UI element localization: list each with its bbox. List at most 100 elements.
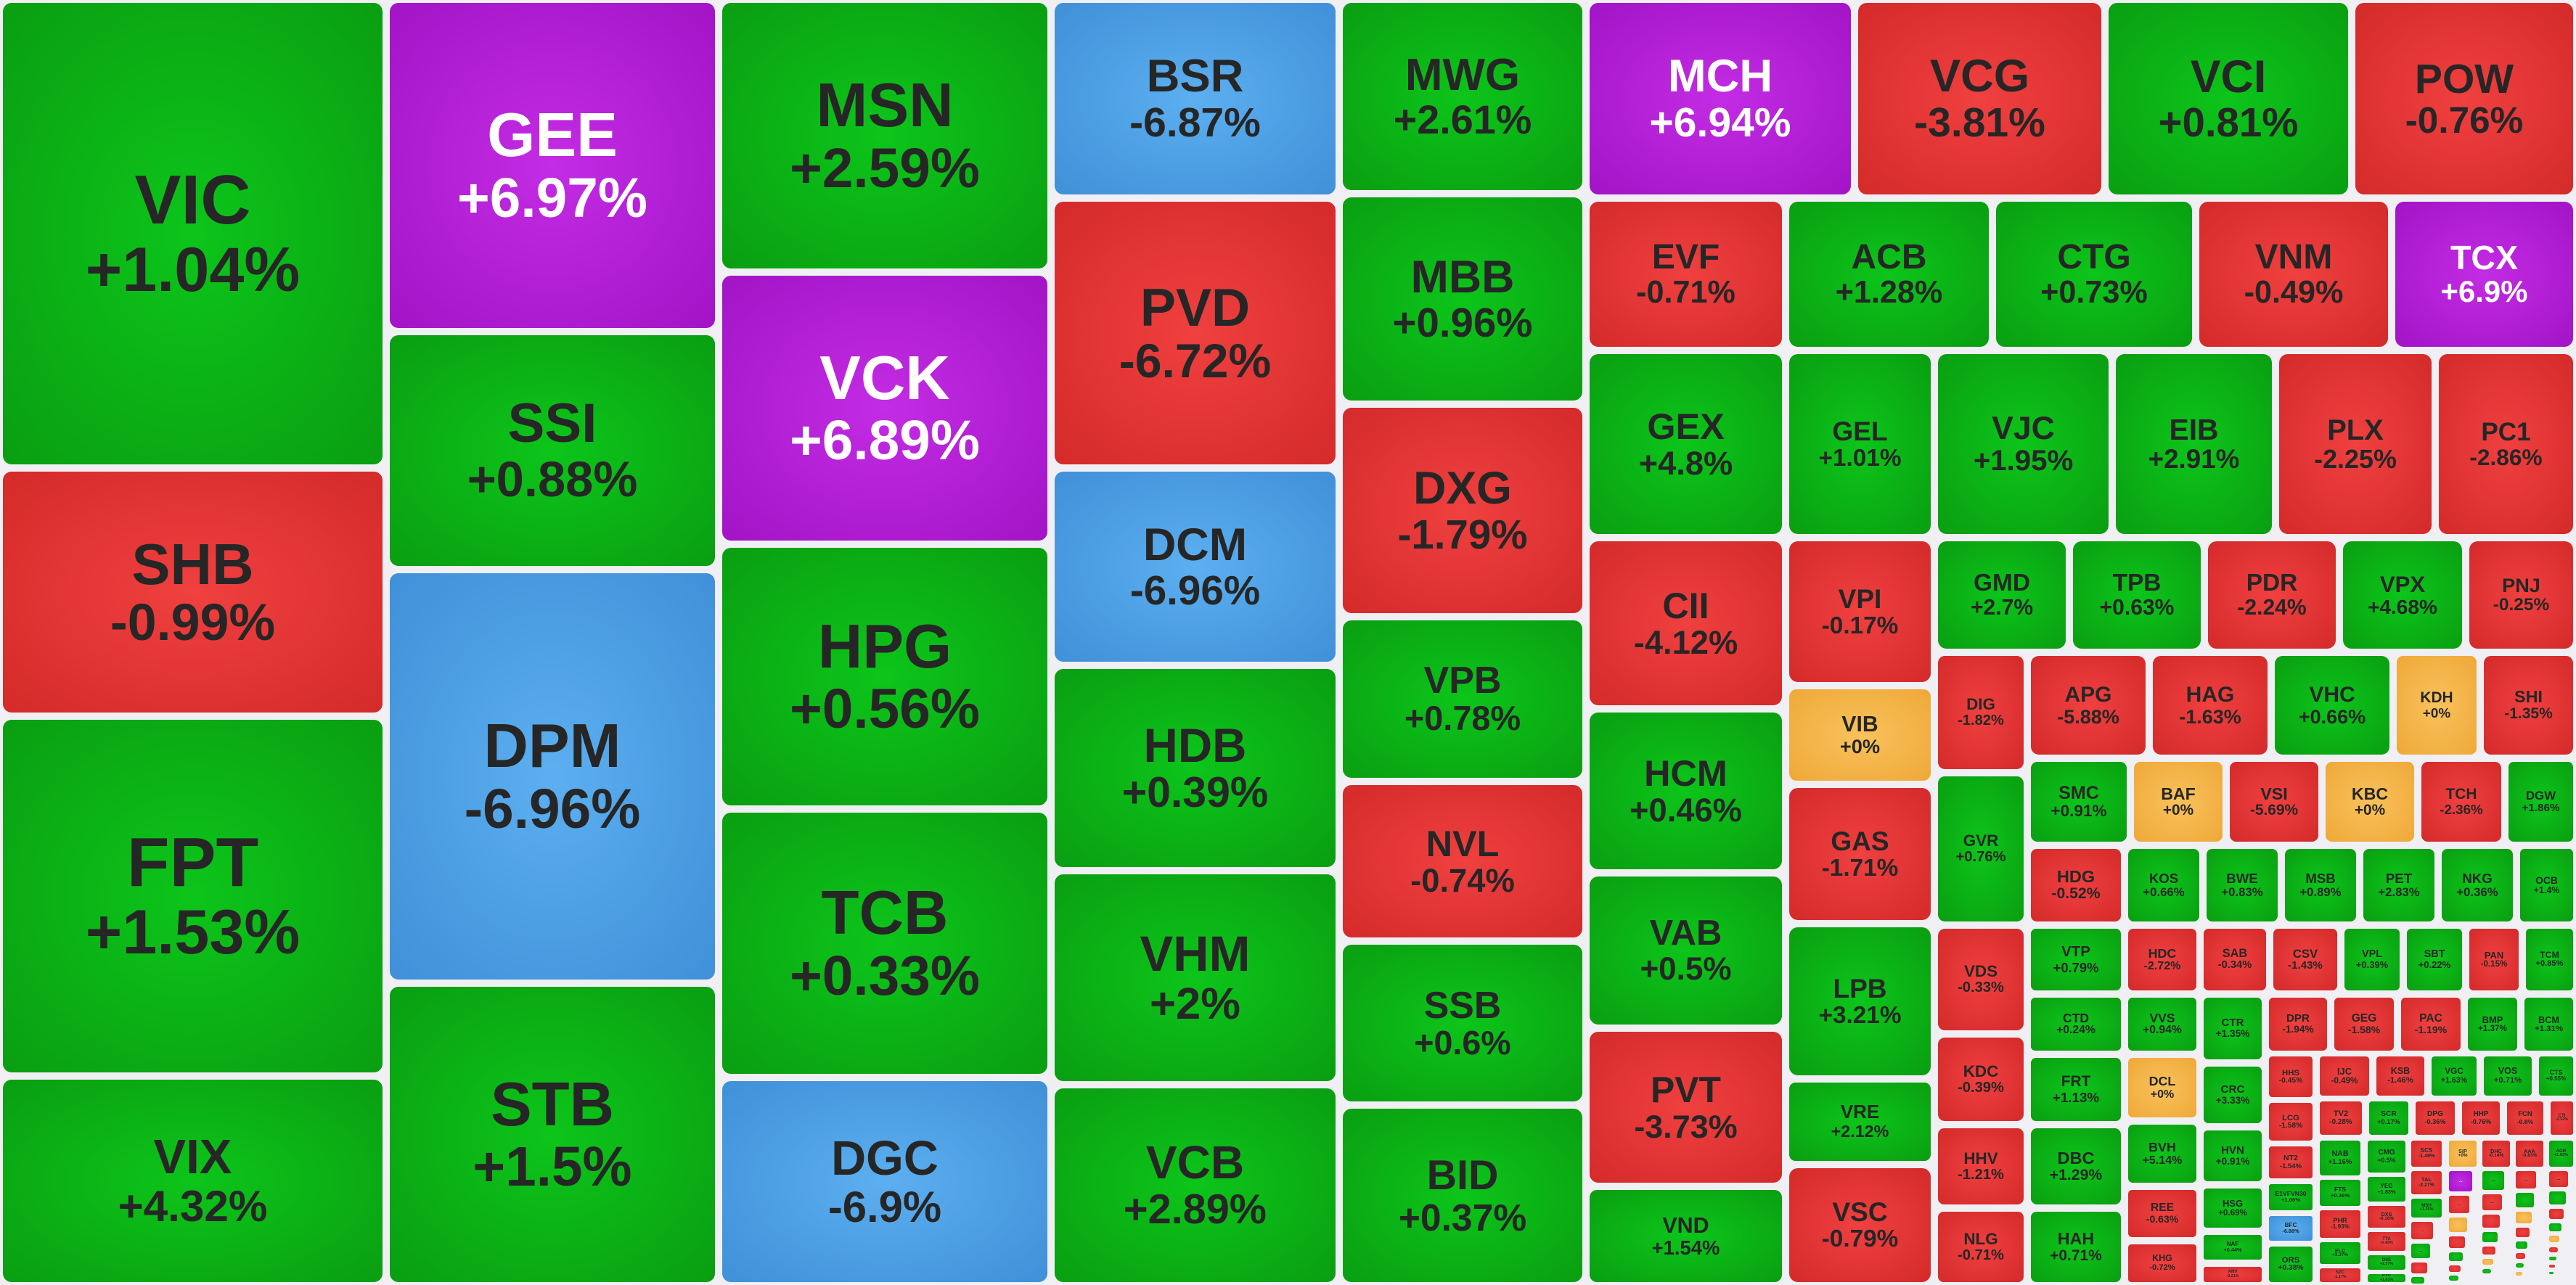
tile-SMC[interactable]: SMC +0.91% [2031,762,2127,842]
micro-tile[interactable]: ... [2516,1171,2536,1188]
tile-VGC[interactable]: VGC +1.63% [2432,1056,2477,1096]
micro-tile[interactable] [2516,1263,2524,1268]
tile-PET[interactable]: PET +2.83% [2363,849,2434,921]
tile-BVH[interactable]: BVH +5.14% [2128,1125,2196,1183]
tile-DXS[interactable]: DXS -0.16% [2368,1206,2405,1228]
tile-VIC[interactable]: VIC +1.04% [3,3,383,464]
micro-tile[interactable] [2449,1265,2461,1272]
micro-tile[interactable] [2549,1209,2564,1219]
micro-tile[interactable] [2549,1191,2566,1204]
tile-GEX[interactable]: GEX +4.8% [1590,354,1782,534]
tile-E1VFVN30[interactable]: E1VFVN30 +1.06% [2269,1184,2313,1210]
micro-tile[interactable] [2516,1193,2534,1207]
tile-GMD[interactable]: GMD +2.7% [1938,541,2066,649]
micro-tile[interactable] [2516,1228,2530,1237]
tile-DPM[interactable]: DPM -6.96% [390,573,715,980]
tile-CTR[interactable]: CTR +1.35% [2204,998,2262,1059]
tile-FTS[interactable]: FTS +0.36% [2320,1180,2360,1206]
tile-KDC[interactable]: KDC -0.39% [1938,1038,2024,1121]
tile-NT2[interactable]: NT2 -1.54% [2269,1146,2313,1178]
tile-LCG[interactable]: LCG -1.58% [2269,1103,2313,1141]
tile-VVS[interactable]: VVS +0.94% [2128,998,2196,1051]
micro-tile[interactable] [2449,1236,2465,1248]
tile-MSN[interactable]: MSN +2.59% [722,3,1047,268]
tile-VPB[interactable]: VPB +0.78% [1343,620,1582,778]
tile-SHB[interactable]: SHB -0.99% [3,472,383,713]
tile-LPB[interactable]: LPB +3.21% [1789,927,1931,1075]
tile-ANV[interactable]: ANV -0.21% [2204,1267,2262,1282]
tile-DPG[interactable]: DPG -0.36% [2416,1101,2455,1135]
tile-BFC[interactable]: BFC -6.88% [2269,1216,2313,1241]
tile-PAC[interactable]: PAC -1.19% [2401,998,2461,1051]
micro-tile[interactable] [2482,1215,2500,1228]
tile-VTP[interactable]: VTP +0.79% [2031,929,2121,990]
tile-APG[interactable]: APG -5.88% [2031,656,2146,755]
tile-VPL[interactable]: VPL +0.39% [2344,929,2400,990]
tile-DXG[interactable]: DXG -1.79% [1343,408,1582,613]
tile-TCX[interactable]: TCX +6.9% [2395,202,2573,347]
tile-DCL[interactable]: DCL +0% [2128,1058,2196,1117]
tile-ORS[interactable]: ORS +0.38% [2269,1247,2313,1282]
tile-NAB[interactable]: NAB +1.16% [2320,1141,2360,1175]
tile-GEL[interactable]: GEL +1.01% [1789,354,1931,534]
tile-BMP[interactable]: BMP +1.37% [2468,998,2517,1051]
tile-OCB[interactable]: OCB +1.4% [2520,849,2573,921]
tile-VIB[interactable]: VIB +0% [1789,689,1931,781]
tile-CSV[interactable]: CSV -1.43% [2273,929,2337,990]
tile-VDS[interactable]: VDS -0.33% [1938,929,2024,1030]
tile-HAG[interactable]: HAG -1.63% [2153,656,2268,755]
tile-SSI[interactable]: SSI +0.88% [390,335,715,566]
tile-VHM[interactable]: VHM +2% [1055,874,1336,1081]
tile-PVT[interactable]: PVT -3.73% [1590,1032,1782,1183]
tile-VND[interactable]: VND +1.54% [1590,1190,1782,1282]
micro-tile[interactable] [2516,1241,2527,1249]
micro-tile[interactable] [2482,1247,2495,1255]
tile-TAL[interactable]: TAL -2.27% [2411,1171,2442,1194]
tile-TTA[interactable]: TTA -0.43% [2368,1232,2405,1251]
tile-DIG[interactable]: DIG -1.82% [1938,656,2024,769]
tile-PAN[interactable]: PAN -0.15% [2469,929,2519,990]
micro-tile[interactable] [2549,1272,2553,1274]
tile-SCS[interactable]: SCS -1.49% [2411,1141,2442,1167]
tile-AGR[interactable]: AGR +1.02% [2549,1141,2573,1167]
tile-TCB[interactable]: TCB +0.33% [722,813,1047,1074]
tile-CII[interactable]: CII -4.12% [1590,541,1782,705]
tile-CTI[interactable]: CTI -2.52% [2551,1101,2573,1135]
tile-VNM[interactable]: VNM -0.49% [2199,202,2388,347]
micro-tile[interactable]: ... [2411,1244,2430,1258]
tile-DSE[interactable]: DSE +2.57% [2368,1255,2405,1270]
tile-CTS[interactable]: CTS +0.55% [2539,1056,2573,1096]
tile-FCN[interactable]: FCN -0.8% [2507,1101,2543,1135]
tile-HAH[interactable]: HAH +0.71% [2031,1212,2121,1282]
tile-DGC[interactable]: DGC -6.9% [722,1081,1047,1282]
tile-HHS[interactable]: HHS -0.45% [2269,1056,2313,1097]
tile-PDR[interactable]: PDR -2.24% [2208,541,2336,649]
tile-PVP[interactable]: PVP +1.61% [2368,1274,2405,1282]
tile-TCH[interactable]: TCH -2.36% [2421,762,2501,842]
tile-REE[interactable]: REE -0.63% [2128,1190,2196,1237]
tile-CRC[interactable]: CRC +3.33% [2204,1067,2262,1123]
tile-DGW[interactable]: DGW +1.86% [2508,762,2573,842]
tile-MSH[interactable]: MSH +1.25% [2411,1199,2442,1218]
tile-VSI[interactable]: VSI -5.69% [2230,762,2318,842]
micro-tile[interactable] [2549,1265,2555,1268]
tile-TV2[interactable]: TV2 -0.28% [2320,1101,2362,1135]
micro-tile[interactable] [2549,1223,2561,1231]
tile-PHR[interactable]: PHR -1.93% [2320,1210,2360,1238]
micro-tile[interactable] [2549,1247,2558,1252]
micro-tile[interactable] [2482,1232,2498,1242]
tile-DBC[interactable]: DBC +1.29% [2031,1128,2121,1204]
tile-VCB[interactable]: VCB +2.89% [1055,1088,1336,1282]
tile-NVL[interactable]: NVL -0.74% [1343,785,1582,937]
tile-FRT[interactable]: FRT +1.13% [2031,1058,2121,1121]
tile-HDG[interactable]: HDG -0.52% [2031,849,2121,921]
micro-tile[interactable] [2482,1269,2491,1273]
micro-tile[interactable] [2516,1272,2522,1276]
tile-PC1[interactable]: PC1 -2.86% [2439,354,2573,534]
tile-KDH[interactable]: KDH +0% [2397,656,2477,755]
tile-KHG[interactable]: KHG -0.72% [2128,1244,2196,1282]
tile-PVD[interactable]: PVD -6.72% [1055,202,1336,464]
tile-DPR[interactable]: DPR -1.94% [2269,998,2327,1051]
tile-MSB[interactable]: MSB +0.89% [2285,849,2356,921]
tile-PNJ[interactable]: PNJ -0.25% [2469,541,2573,649]
